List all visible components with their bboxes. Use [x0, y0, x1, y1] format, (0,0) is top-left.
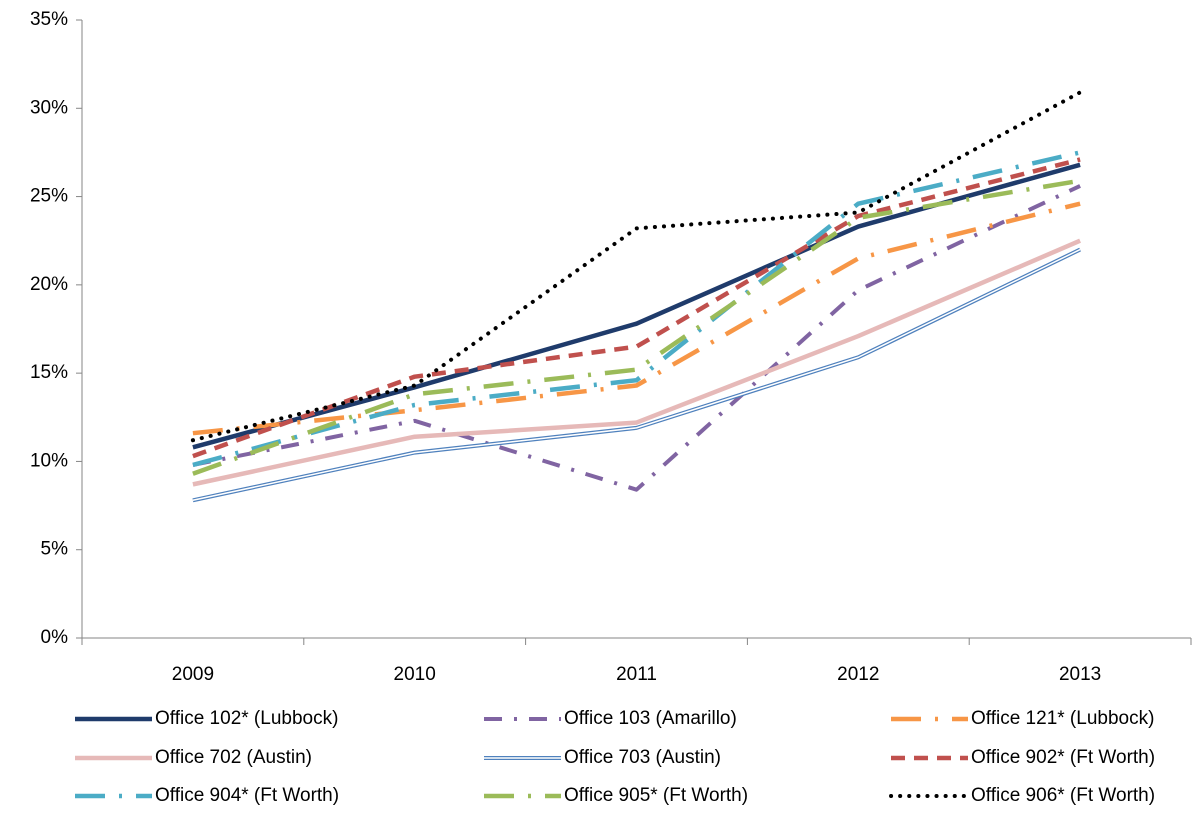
- legend-label: Office 905* (Ft Worth): [564, 785, 748, 806]
- y-tick-label: 10%: [30, 450, 68, 471]
- series-line: [190, 90, 1083, 443]
- series-line: [192, 150, 1081, 468]
- x-tick-label: 2013: [1059, 664, 1101, 685]
- legend-label: Office 902* (Ft Worth): [971, 747, 1155, 768]
- x-tick-label: 2010: [394, 664, 436, 685]
- series-line: [192, 238, 1081, 487]
- legend-label: Office 121* (Lubbock): [971, 708, 1154, 729]
- series-line-inner: [192, 248, 1081, 502]
- y-tick-label: 0%: [41, 627, 69, 648]
- y-tick-label: 35%: [30, 9, 68, 30]
- legend-label: Office 103 (Amarillo): [564, 708, 737, 729]
- series-line: [192, 178, 1081, 476]
- series-line: [192, 184, 1081, 492]
- series-line: [192, 162, 1081, 450]
- y-tick-label: 15%: [30, 362, 68, 383]
- y-tick-label: 20%: [30, 274, 68, 295]
- y-tick-label: 25%: [30, 186, 68, 207]
- series-line: [192, 157, 1081, 459]
- legend-label: Office 703 (Austin): [564, 747, 721, 768]
- x-tick-label: 2011: [616, 664, 657, 685]
- legend-label: Office 102* (Lubbock): [155, 708, 338, 729]
- y-tick-label: 30%: [30, 97, 68, 118]
- legend-label: Office 906* (Ft Worth): [971, 785, 1155, 806]
- legend-label: Office 904* (Ft Worth): [155, 785, 339, 806]
- x-tick-label: 2012: [837, 664, 879, 685]
- x-tick-label: 2009: [172, 664, 214, 685]
- y-tick-label: 5%: [41, 539, 69, 560]
- series-line: [192, 247, 1081, 503]
- series-line: [192, 201, 1081, 436]
- legend-label: Office 702 (Austin): [155, 747, 312, 768]
